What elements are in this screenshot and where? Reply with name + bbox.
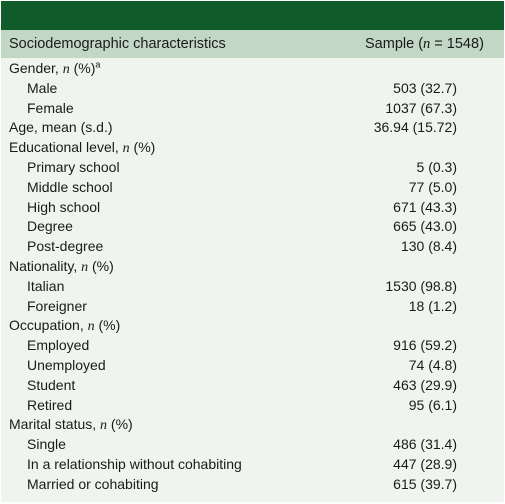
table-row: Employed 916 (59.2) bbox=[1, 336, 504, 356]
table-row: High school 671 (43.3) bbox=[1, 198, 504, 218]
row-value: 671 (43.3) bbox=[393, 198, 457, 215]
row-label: Gender, n (%)a bbox=[9, 59, 101, 77]
row-label: Single bbox=[27, 436, 66, 453]
row-label: Male bbox=[27, 79, 58, 96]
table-row: Italian 1530 (98.8) bbox=[1, 277, 504, 297]
row-value: 447 (28.9) bbox=[393, 455, 457, 472]
row-label: Retired bbox=[27, 396, 73, 413]
row-label: Unemployed bbox=[27, 356, 106, 373]
row-label: Foreigner bbox=[27, 297, 87, 314]
row-label: Italian bbox=[27, 277, 65, 294]
row-value: 1037 (67.3) bbox=[385, 99, 457, 116]
row-label: Student bbox=[27, 376, 76, 393]
table-top-bar bbox=[1, 1, 504, 30]
table-row: Male 503 (32.7) bbox=[1, 79, 504, 99]
row-value: 95 (6.1) bbox=[408, 396, 457, 413]
row-value: 503 (32.7) bbox=[393, 79, 457, 96]
table-body: Gender, n (%)a Male 503 (32.7) Female 1037 (… bbox=[1, 59, 504, 495]
row-value: 615 (39.7) bbox=[393, 475, 457, 492]
table-row: Married or cohabiting 615 (39.7) bbox=[1, 475, 504, 495]
row-label: Married or cohabiting bbox=[27, 475, 159, 492]
header-sample-n: n bbox=[423, 36, 431, 52]
row-value: 1530 (98.8) bbox=[385, 277, 457, 294]
table-row: Middle school 77 (5.0) bbox=[1, 178, 504, 198]
table-row: Foreigner 18 (1.2) bbox=[1, 297, 504, 317]
category-row: Age, mean (s.d.) 36.94 (15.72) bbox=[1, 118, 504, 138]
category-row: Marital status, n (%) bbox=[1, 415, 504, 435]
row-label: Marital status, n (%) bbox=[9, 416, 133, 434]
header-sample: Sample (n = 1548) bbox=[365, 36, 484, 53]
header-sample-suffix: = 1548) bbox=[430, 36, 484, 52]
category-row: Gender, n (%)a bbox=[1, 59, 504, 79]
row-label: Educational level, n (%) bbox=[9, 139, 156, 157]
footnote-marker: a bbox=[95, 59, 101, 70]
table-row: Unemployed 74 (4.8) bbox=[1, 356, 504, 376]
table-row: Post-degree 130 (8.4) bbox=[1, 237, 504, 257]
row-label: Occupation, n (%) bbox=[9, 317, 121, 335]
table-row: Degree 665 (43.0) bbox=[1, 217, 504, 237]
row-label: High school bbox=[27, 198, 101, 215]
row-label: Employed bbox=[27, 337, 90, 354]
row-label: Nationality, n (%) bbox=[9, 257, 114, 275]
category-row: Educational level, n (%) bbox=[1, 138, 504, 158]
row-label: Post-degree bbox=[27, 238, 104, 255]
table-row: In a relationship without cohabiting 447 … bbox=[1, 455, 504, 475]
row-value: 916 (59.2) bbox=[393, 337, 457, 354]
table-row: Retired 95 (6.1) bbox=[1, 396, 504, 416]
table-row: Female 1037 (67.3) bbox=[1, 99, 504, 119]
row-value: 665 (43.0) bbox=[393, 218, 457, 235]
row-value: 77 (5.0) bbox=[408, 178, 457, 195]
category-row: Nationality, n (%) bbox=[1, 257, 504, 277]
table-row: Student 463 (29.9) bbox=[1, 376, 504, 396]
table-header-row: Sociodemographic characteristics Sample … bbox=[1, 30, 504, 58]
row-value: 463 (29.9) bbox=[393, 376, 457, 393]
row-value: 18 (1.2) bbox=[408, 297, 457, 314]
header-characteristics: Sociodemographic characteristics bbox=[9, 36, 226, 52]
header-sample-prefix: Sample ( bbox=[365, 36, 424, 52]
table-row: Single 486 (31.4) bbox=[1, 435, 504, 455]
row-value: 486 (31.4) bbox=[393, 436, 457, 453]
row-label: Age, mean (s.d.) bbox=[9, 119, 113, 136]
row-label: Degree bbox=[27, 218, 73, 235]
row-value: 74 (4.8) bbox=[408, 356, 457, 373]
row-value: 5 (0.3) bbox=[416, 158, 457, 175]
row-label: In a relationship without cohabiting bbox=[27, 455, 242, 472]
row-label: Primary school bbox=[27, 158, 120, 175]
category-row: Occupation, n (%) bbox=[1, 316, 504, 336]
row-value: 130 (8.4) bbox=[400, 238, 457, 255]
table-row: Primary school 5 (0.3) bbox=[1, 158, 504, 178]
row-label: Middle school bbox=[27, 178, 113, 195]
row-label: Female bbox=[27, 99, 74, 116]
row-value: 36.94 (15.72) bbox=[373, 119, 457, 136]
